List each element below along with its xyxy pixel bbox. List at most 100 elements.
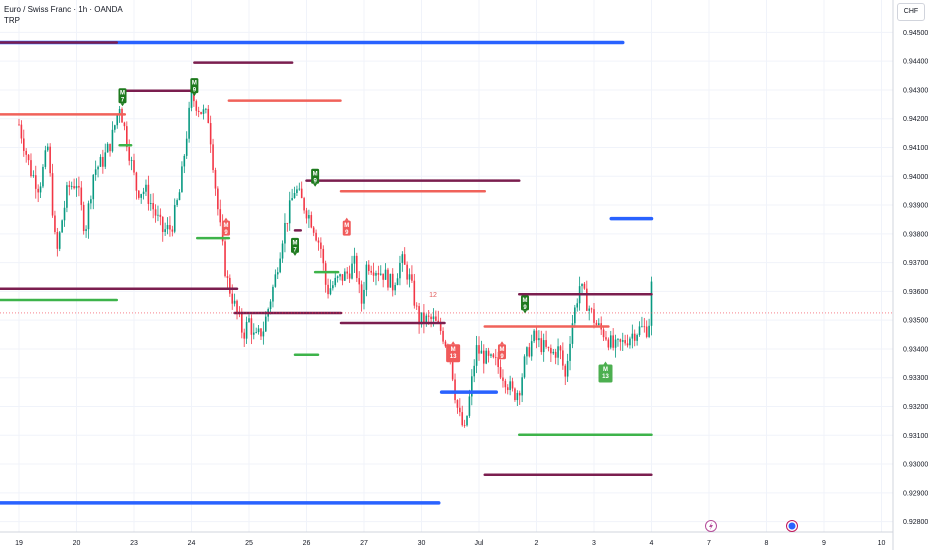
time-tick-label: Jul xyxy=(475,540,484,547)
candle-body xyxy=(245,321,248,339)
candle-body xyxy=(260,328,262,337)
candle-body xyxy=(643,326,646,328)
candle-body xyxy=(118,108,121,115)
candle-body xyxy=(305,210,308,219)
candle-body xyxy=(291,198,293,201)
candle-body xyxy=(396,278,399,286)
candle-body xyxy=(502,377,504,381)
candle-body xyxy=(650,281,653,326)
candle-body xyxy=(367,264,370,271)
candle-body xyxy=(581,283,583,287)
candle-body xyxy=(427,315,430,317)
candle-body xyxy=(166,225,169,230)
time-tick-label: 20 xyxy=(73,540,81,547)
price-tick-label: 0.93900 xyxy=(903,203,928,210)
candle-body xyxy=(621,340,624,342)
candle-body xyxy=(56,231,59,249)
candle-body xyxy=(178,192,181,201)
candle-body xyxy=(406,264,408,280)
candle-body xyxy=(37,188,39,193)
candle-body xyxy=(327,284,329,295)
candle-body xyxy=(49,146,51,174)
candle-body xyxy=(609,335,612,348)
candle-body xyxy=(626,343,629,346)
candle-body xyxy=(636,335,638,341)
candle-body xyxy=(538,338,540,341)
candle-body xyxy=(126,126,128,148)
candle-body xyxy=(94,169,97,175)
lightning-icon-bolt xyxy=(709,522,713,530)
candle-body xyxy=(485,350,487,364)
candle-body xyxy=(459,407,461,413)
marker-badge xyxy=(521,295,529,311)
candle-body xyxy=(509,381,511,391)
candle-body xyxy=(90,199,92,204)
marker-pointer xyxy=(120,103,125,107)
marker-badge xyxy=(446,344,461,363)
candle-body xyxy=(257,328,260,333)
candle-body xyxy=(516,392,519,401)
candle-body xyxy=(298,188,301,190)
candle-body xyxy=(528,347,531,357)
candle-body xyxy=(607,339,610,348)
candle-body xyxy=(207,108,210,124)
candle-body xyxy=(205,108,207,110)
candle-body xyxy=(542,340,545,353)
marker-label: M xyxy=(120,91,125,97)
indicator-label[interactable]: TRP xyxy=(4,16,20,25)
marker-label: 13 xyxy=(450,354,457,360)
candle-body xyxy=(34,175,37,189)
candle-body xyxy=(109,143,111,152)
price-tick-label: 0.94500 xyxy=(903,30,928,37)
candle-body xyxy=(73,186,75,189)
candle-body xyxy=(226,276,229,278)
currency-button[interactable]: CHF xyxy=(897,3,925,21)
candle-body xyxy=(562,350,564,366)
candle-body xyxy=(415,305,418,307)
candle-body xyxy=(329,288,332,295)
candle-body xyxy=(44,150,47,167)
candle-body xyxy=(334,277,337,286)
candle-body xyxy=(480,350,483,354)
candle-body xyxy=(111,129,114,152)
candle-body xyxy=(145,184,147,192)
candle-body xyxy=(490,354,492,356)
candle-body xyxy=(281,243,284,259)
candle-body xyxy=(559,346,562,351)
candle-body xyxy=(193,89,195,102)
candle-body xyxy=(121,108,123,123)
candle-body xyxy=(566,360,569,377)
candle-body xyxy=(583,283,586,289)
marker-badge xyxy=(598,364,613,383)
candle-body xyxy=(39,186,42,193)
candle-body xyxy=(523,356,526,378)
candle-body xyxy=(384,269,387,280)
time-tick-label: 3 xyxy=(592,540,596,547)
marker-badge xyxy=(342,220,351,236)
candle-body xyxy=(379,273,382,275)
candle-body xyxy=(92,174,95,200)
candle-body xyxy=(444,341,447,347)
price-tick-label: 0.92900 xyxy=(903,490,928,497)
candle-body xyxy=(140,194,142,198)
candle-body xyxy=(202,109,205,114)
symbol-title[interactable]: Euro / Swiss Franc · 1h · OANDA xyxy=(4,5,123,14)
candle-body xyxy=(564,365,567,377)
lightning-icon xyxy=(705,520,717,532)
candle-body xyxy=(482,350,485,364)
candle-body xyxy=(420,312,423,325)
candle-body xyxy=(468,396,471,416)
signal-marker: M7 xyxy=(118,88,127,107)
candle-body xyxy=(341,274,344,281)
candle-body xyxy=(293,192,296,199)
marker-pointer xyxy=(523,310,527,314)
candle-body xyxy=(106,143,109,153)
candle-body xyxy=(408,274,411,280)
candle-body xyxy=(279,258,281,273)
candle-body xyxy=(188,107,190,139)
candle-body xyxy=(442,330,444,342)
marker-label: 9 xyxy=(313,178,317,184)
candle-body xyxy=(142,191,145,195)
